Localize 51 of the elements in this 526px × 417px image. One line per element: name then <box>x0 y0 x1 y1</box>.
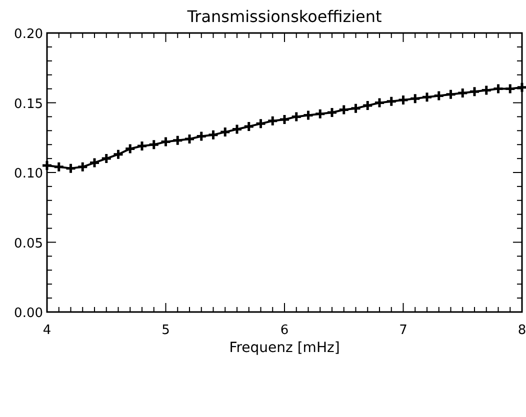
point <box>243 120 255 132</box>
point <box>421 91 433 103</box>
point <box>112 148 124 160</box>
point <box>386 96 398 108</box>
point <box>124 143 136 155</box>
point <box>480 84 492 96</box>
point <box>88 156 100 168</box>
point <box>184 133 196 145</box>
point <box>290 110 302 122</box>
point <box>433 90 445 102</box>
y-tick-label: 0.05 <box>14 236 43 252</box>
point <box>302 110 314 122</box>
point <box>278 114 290 126</box>
x-tick-label: 8 <box>518 323 526 338</box>
point <box>409 92 421 104</box>
x-tick-label: 6 <box>280 323 289 338</box>
point <box>456 87 468 99</box>
point <box>492 83 504 95</box>
point <box>196 130 208 142</box>
point <box>326 106 338 118</box>
x-tick-label: 5 <box>162 323 170 338</box>
point <box>445 88 456 100</box>
point <box>398 94 409 106</box>
x-tick-label: 4 <box>42 323 52 338</box>
y-tick-label: 0.20 <box>14 27 43 42</box>
y-tick-label: 0.15 <box>14 96 43 112</box>
point <box>160 136 172 148</box>
chart-title: Transmissionskoeffizient <box>186 7 382 26</box>
point <box>136 140 148 152</box>
point <box>314 108 326 120</box>
point <box>208 129 219 141</box>
point <box>53 161 65 173</box>
point <box>266 115 278 127</box>
point <box>350 102 362 114</box>
x-axis-title: Frequenz [mHz] <box>229 340 340 356</box>
y-tick-label: 0.00 <box>14 306 43 321</box>
point <box>65 162 76 174</box>
point <box>255 118 266 130</box>
point <box>148 138 160 150</box>
point <box>468 86 480 98</box>
x-tick-label: 7 <box>399 323 408 338</box>
point <box>374 97 386 108</box>
point <box>100 152 112 164</box>
point <box>219 126 231 138</box>
point <box>231 124 243 136</box>
point <box>504 83 516 95</box>
point <box>338 104 350 116</box>
point <box>362 100 374 112</box>
point <box>76 161 88 173</box>
y-tick-label: 0.10 <box>14 166 43 182</box>
point <box>172 134 184 146</box>
